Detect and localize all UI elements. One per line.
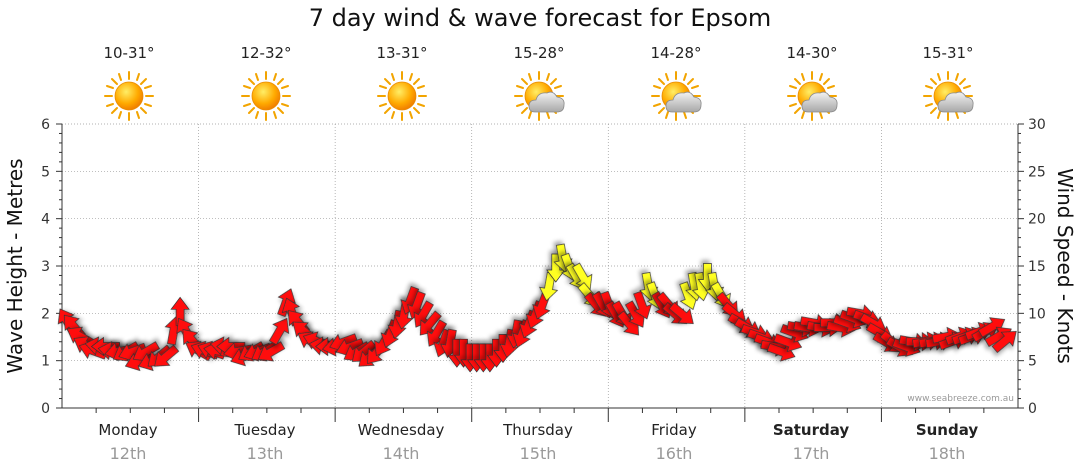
wind-arrow — [572, 262, 593, 290]
left-axis-title: Wave Height - Metres — [3, 158, 27, 373]
right-tick-label: 30 — [1028, 117, 1046, 133]
day-label-sunday: Sunday — [915, 421, 979, 439]
right-axis-ticks: 0 5 10 15 20 25 30 — [1018, 117, 1046, 417]
temp-range-sunday: 15-31° — [922, 44, 974, 62]
right-tick-label: 0 — [1028, 401, 1037, 417]
temp-range-saturday: 14-30° — [786, 44, 838, 62]
left-tick-label: 6 — [41, 117, 50, 133]
right-tick-label: 15 — [1028, 259, 1046, 275]
right-tick-label: 25 — [1028, 164, 1046, 180]
temp-range-tuesday: 12-32° — [240, 44, 292, 62]
temp-range-friday: 14-28° — [650, 44, 702, 62]
left-tick-label: 1 — [41, 354, 50, 370]
date-label-sunday: 18th — [928, 444, 966, 463]
right-tick-label: 10 — [1028, 306, 1046, 322]
left-tick-label: 4 — [41, 212, 50, 228]
wind-arrow — [991, 331, 1017, 353]
date-label-saturday: 17th — [792, 444, 830, 463]
right-axis-title: Wind Speed - Knots — [1053, 168, 1077, 364]
left-axis-ticks: 0 1 2 3 4 5 6 — [41, 117, 62, 417]
wind-arrows — [57, 243, 1017, 373]
wind-arrow — [154, 344, 180, 367]
date-label-friday: 16th — [655, 444, 693, 463]
day-dividers — [198, 124, 882, 408]
temp-range-wednesday: 13-31° — [376, 44, 428, 62]
day-label-wednesday: Wednesday — [357, 421, 445, 439]
temp-range-monday: 10-31° — [103, 44, 155, 62]
date-label-thursday: 15th — [519, 444, 557, 463]
wind-arrow — [257, 341, 286, 362]
right-tick-label: 20 — [1028, 212, 1046, 228]
day-label-thursday: Thursday — [503, 421, 573, 439]
wind-arrow — [633, 290, 652, 320]
day-label-tuesday: Tuesday — [234, 421, 296, 439]
date-label-monday: 12th — [109, 444, 147, 463]
date-label-tuesday: 13th — [246, 444, 284, 463]
left-tick-label: 0 — [41, 401, 50, 417]
day-label-saturday: Saturday — [772, 421, 850, 439]
left-tick-label: 2 — [41, 306, 50, 322]
left-tick-label: 5 — [41, 164, 50, 180]
wind-arrow — [668, 302, 694, 324]
right-tick-label: 5 — [1028, 354, 1037, 370]
chart-title: 7 day wind & wave forecast for Epsom — [308, 4, 772, 32]
bottom-axis-ticks — [95, 408, 985, 422]
temp-range-thursday: 15-28° — [513, 44, 565, 62]
wind-arrow — [268, 317, 290, 346]
date-label-wednesday: 14th — [382, 444, 420, 463]
credit-text: www.seabreeze.com.au — [907, 394, 1014, 404]
left-tick-label: 3 — [41, 259, 50, 275]
day-label-friday: Friday — [651, 421, 697, 439]
day-label-monday: Monday — [98, 421, 158, 439]
